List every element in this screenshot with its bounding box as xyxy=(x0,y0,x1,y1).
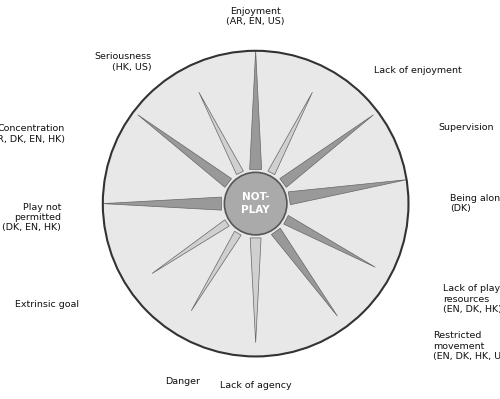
Polygon shape xyxy=(288,180,406,205)
Polygon shape xyxy=(191,231,241,311)
Polygon shape xyxy=(268,92,312,175)
Polygon shape xyxy=(250,51,262,170)
Text: Lack of play
resources
(EN, DK, HK): Lack of play resources (EN, DK, HK) xyxy=(443,284,500,314)
Text: Enjoyment
(AR, EN, US): Enjoyment (AR, EN, US) xyxy=(226,7,285,26)
Polygon shape xyxy=(199,92,244,175)
Text: Being alone
(DK): Being alone (DK) xyxy=(450,194,500,213)
Text: Concentration
(AR, DK, EN, HK): Concentration (AR, DK, EN, HK) xyxy=(0,124,64,144)
Circle shape xyxy=(103,51,408,356)
Circle shape xyxy=(224,172,287,235)
Polygon shape xyxy=(280,115,374,187)
Polygon shape xyxy=(272,228,338,316)
Text: Seriousness
(HK, US): Seriousness (HK, US) xyxy=(94,52,152,72)
Text: Lack of enjoyment: Lack of enjoyment xyxy=(374,66,462,75)
Text: Extrinsic goal: Extrinsic goal xyxy=(14,300,78,309)
Text: NOT-
PLAY: NOT- PLAY xyxy=(242,192,270,215)
Polygon shape xyxy=(152,220,229,274)
Text: Danger: Danger xyxy=(165,377,200,386)
Text: Supervision: Supervision xyxy=(438,123,494,132)
Polygon shape xyxy=(250,238,261,343)
Polygon shape xyxy=(284,215,376,267)
Text: Play not
permitted
(DK, EN, HK): Play not permitted (DK, EN, HK) xyxy=(2,203,61,232)
Text: Restricted
movement
(EN, DK, HK, US): Restricted movement (EN, DK, HK, US) xyxy=(433,331,500,361)
Polygon shape xyxy=(138,115,232,187)
Text: Lack of agency: Lack of agency xyxy=(220,381,292,390)
Polygon shape xyxy=(103,197,222,210)
